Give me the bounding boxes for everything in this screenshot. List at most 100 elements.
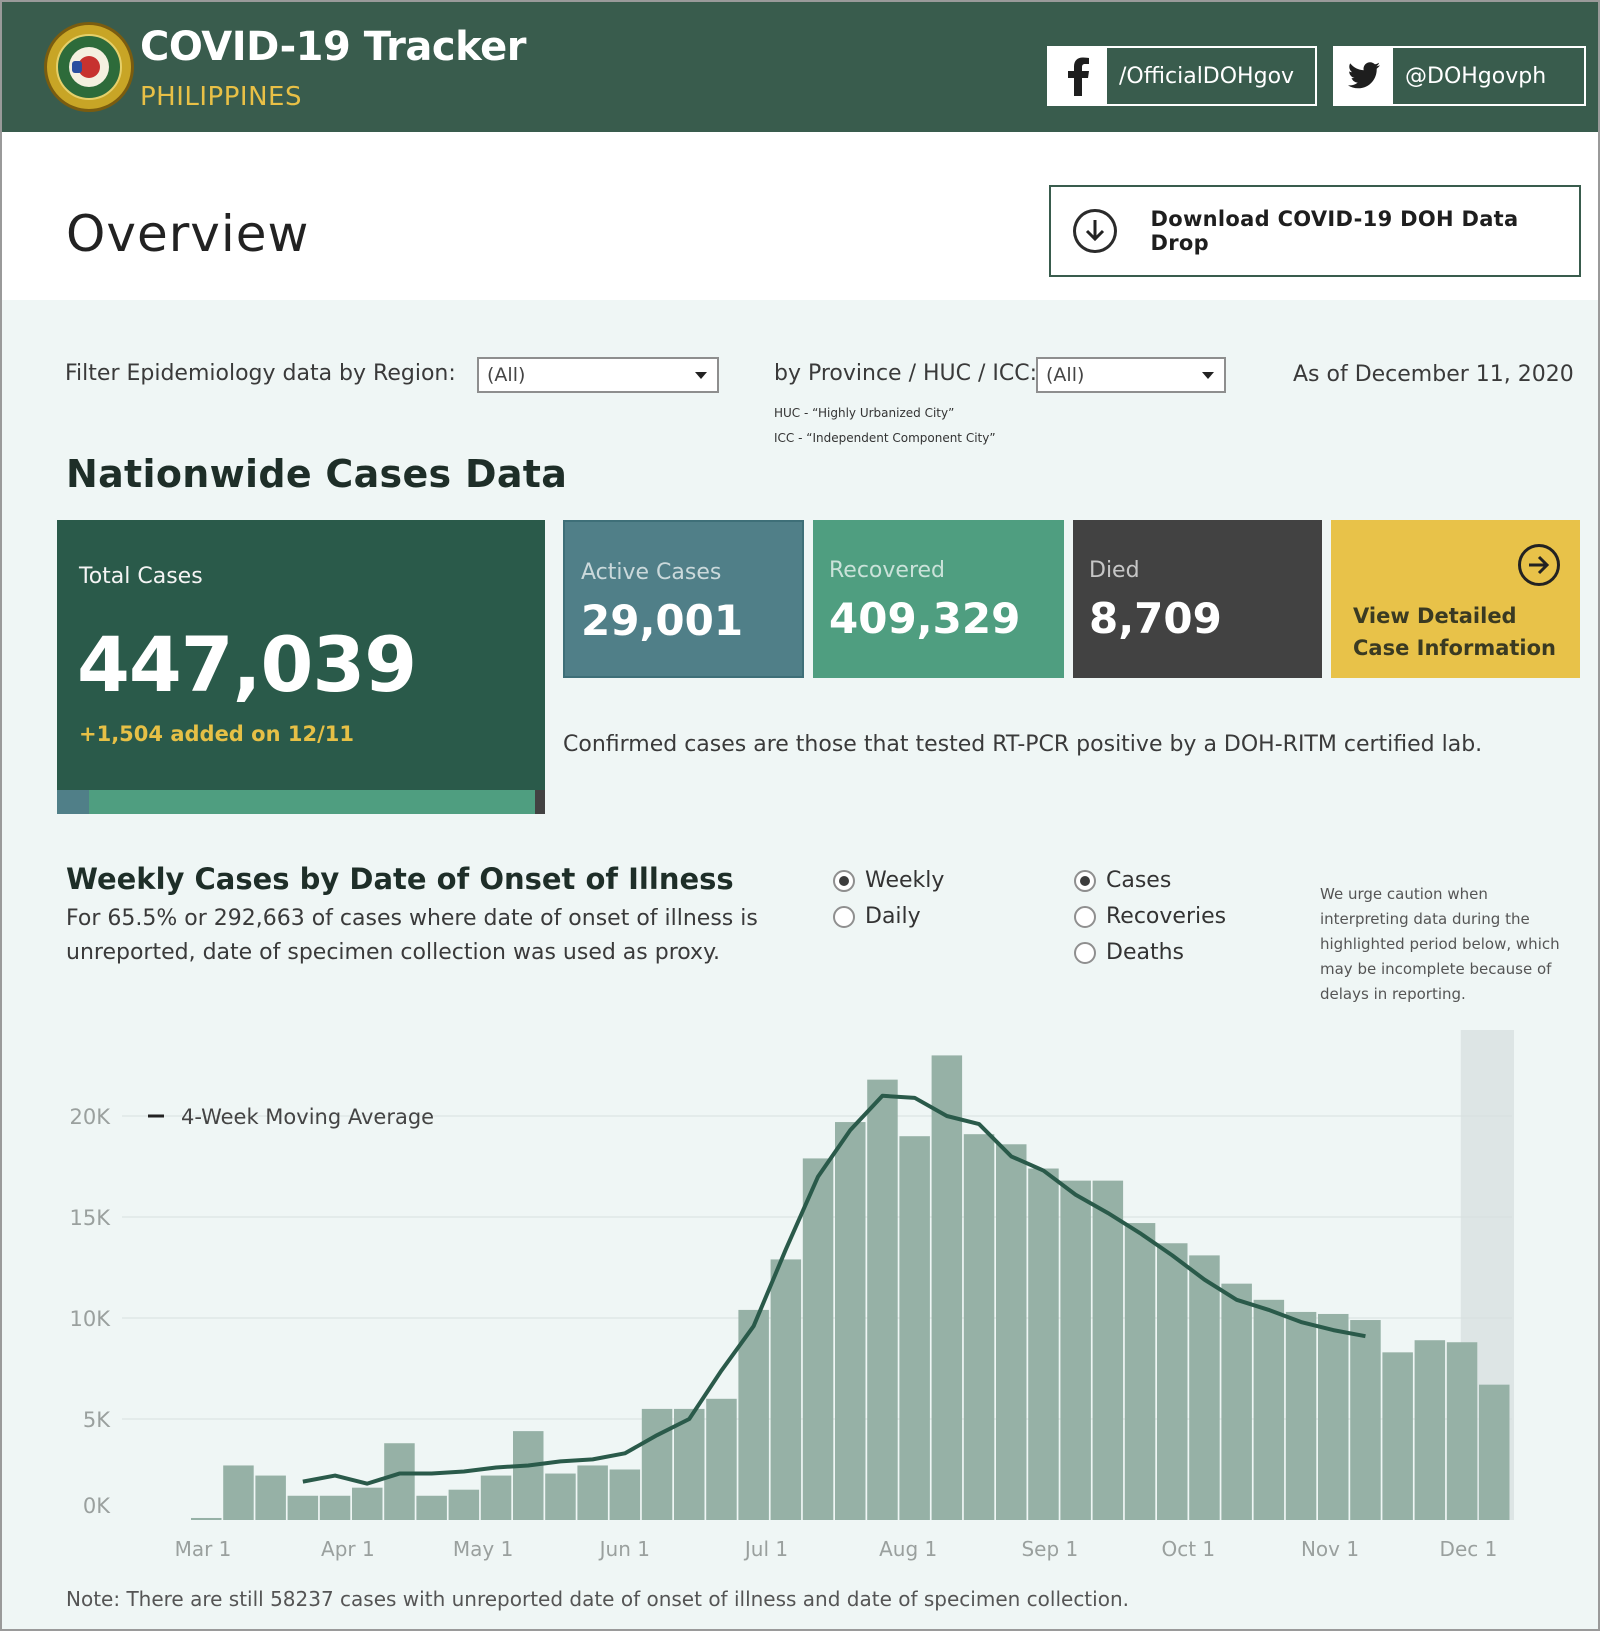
active-cases-value: 29,001 bbox=[581, 596, 744, 645]
weekly-bar[interactable] bbox=[352, 1487, 383, 1520]
weekly-bar[interactable] bbox=[1157, 1243, 1188, 1520]
weekly-bar[interactable] bbox=[867, 1079, 898, 1520]
y-tick-label: 15K bbox=[70, 1206, 112, 1230]
weekly-bar[interactable] bbox=[706, 1398, 737, 1520]
caution-line: highlighted period below, which bbox=[1320, 935, 1560, 953]
weekly-bar[interactable] bbox=[770, 1259, 802, 1520]
x-tick-label: Sep 1 bbox=[1021, 1537, 1078, 1561]
weekly-bar[interactable] bbox=[513, 1431, 544, 1520]
weekly-bar[interactable] bbox=[996, 1144, 1027, 1520]
weekly-chart-subtitle: For 65.5% or 292,663 of cases where date… bbox=[66, 902, 786, 970]
view-detailed-case-button[interactable]: View Detailed Case Information bbox=[1331, 520, 1580, 678]
weekly-bar[interactable] bbox=[319, 1495, 351, 1520]
weekly-bar[interactable] bbox=[738, 1309, 769, 1520]
weekly-bar[interactable] bbox=[1479, 1384, 1510, 1520]
case-composition-bar bbox=[57, 790, 545, 814]
weekly-bar[interactable] bbox=[609, 1469, 641, 1521]
cases-added-today: +1,504 added on 12/11 bbox=[79, 722, 354, 746]
chevron-down-icon bbox=[1202, 372, 1214, 379]
weekly-bar[interactable] bbox=[191, 1517, 222, 1520]
radio-cases[interactable]: Cases bbox=[1074, 868, 1171, 893]
facebook-link[interactable]: /OfficialDOHgov bbox=[1047, 46, 1317, 106]
page-title: Overview bbox=[66, 205, 310, 263]
weekly-bar[interactable] bbox=[545, 1473, 576, 1520]
region-select[interactable]: (All) bbox=[477, 357, 719, 393]
weekly-bar[interactable] bbox=[931, 1055, 963, 1520]
download-data-button[interactable]: Download COVID-19 DOH Data Drop bbox=[1049, 185, 1581, 277]
died-value: 8,709 bbox=[1089, 594, 1222, 643]
weekly-bar[interactable] bbox=[1092, 1180, 1124, 1520]
caution-note: We urge caution when interpreting data d… bbox=[1320, 882, 1582, 1007]
x-tick-label: Apr 1 bbox=[321, 1537, 375, 1561]
x-tick-label: Oct 1 bbox=[1161, 1537, 1215, 1561]
app-title: COVID-19 Tracker bbox=[140, 24, 526, 70]
detail-label-line1: View Detailed bbox=[1353, 604, 1517, 628]
province-select-value: (All) bbox=[1046, 364, 1085, 386]
twitter-icon bbox=[1335, 48, 1393, 104]
caution-line: We urge caution when bbox=[1320, 885, 1488, 903]
weekly-chart-heading: Weekly Cases by Date of Onset of Illness bbox=[66, 862, 734, 896]
weekly-bar[interactable] bbox=[963, 1134, 995, 1520]
legend-label: 4-Week Moving Average bbox=[181, 1105, 434, 1129]
radio-deaths[interactable]: Deaths bbox=[1074, 940, 1184, 965]
weekly-bar[interactable] bbox=[641, 1408, 673, 1520]
radio-dot bbox=[833, 905, 855, 928]
region-select-value: (All) bbox=[487, 364, 526, 386]
weekly-bar[interactable] bbox=[1318, 1313, 1349, 1520]
weekly-bar[interactable] bbox=[1285, 1311, 1317, 1520]
radio-dot bbox=[833, 869, 855, 892]
doh-seal-logo bbox=[44, 22, 134, 112]
download-icon bbox=[1073, 209, 1117, 253]
radio-daily[interactable]: Daily bbox=[833, 904, 921, 929]
y-tick-label: 0K bbox=[83, 1494, 111, 1518]
twitter-link[interactable]: @DOHgovph bbox=[1333, 46, 1586, 106]
weekly-bar[interactable] bbox=[480, 1475, 512, 1520]
weekly-bar[interactable] bbox=[674, 1408, 705, 1520]
radio-weekly[interactable]: Weekly bbox=[833, 868, 944, 893]
weekly-bar[interactable] bbox=[1382, 1352, 1413, 1520]
nationwide-heading: Nationwide Cases Data bbox=[66, 452, 568, 496]
detail-label-line2: Case Information bbox=[1353, 636, 1556, 660]
weekly-bar[interactable] bbox=[802, 1158, 834, 1520]
header-bar: COVID-19 Tracker PHILIPPINES /OfficialDO… bbox=[2, 2, 1598, 132]
radio-deaths-label: Deaths bbox=[1106, 940, 1184, 965]
active-cases-card: Active Cases 29,001 bbox=[563, 520, 804, 678]
subtitle-line2: unreported, date of specimen collection … bbox=[66, 940, 720, 965]
weekly-bar[interactable] bbox=[287, 1495, 319, 1520]
weekly-bar[interactable] bbox=[1221, 1283, 1252, 1520]
weekly-bar[interactable] bbox=[899, 1136, 930, 1520]
x-tick-label: Mar 1 bbox=[175, 1537, 232, 1561]
weekly-bar[interactable] bbox=[1414, 1340, 1446, 1520]
weekly-bar[interactable] bbox=[1350, 1320, 1381, 1520]
weekly-bar[interactable] bbox=[1253, 1299, 1285, 1520]
weekly-bar[interactable] bbox=[1060, 1180, 1091, 1520]
weekly-bar[interactable] bbox=[1189, 1255, 1220, 1520]
confirmed-note: Confirmed cases are those that tested RT… bbox=[563, 732, 1483, 757]
radio-dot bbox=[1074, 905, 1096, 928]
x-tick-label: Dec 1 bbox=[1440, 1537, 1498, 1561]
radio-recoveries-label: Recoveries bbox=[1106, 904, 1227, 929]
active-cases-label: Active Cases bbox=[581, 560, 722, 585]
weekly-bar[interactable] bbox=[1124, 1223, 1156, 1520]
caution-line: interpreting data during the bbox=[1320, 910, 1530, 928]
subtitle-line1: For 65.5% or 292,663 of cases where date… bbox=[66, 906, 758, 931]
weekly-bar[interactable] bbox=[416, 1495, 447, 1520]
weekly-bar[interactable] bbox=[1028, 1168, 1059, 1520]
composition-segment-recovered bbox=[88, 790, 536, 814]
y-tick-label: 10K bbox=[70, 1307, 112, 1331]
weekly-bar[interactable] bbox=[577, 1465, 608, 1520]
weekly-bar[interactable] bbox=[384, 1443, 415, 1520]
weekly-bar[interactable] bbox=[255, 1475, 286, 1520]
radio-dot bbox=[1074, 941, 1096, 964]
weekly-bar[interactable] bbox=[835, 1122, 866, 1520]
caution-line: may be incomplete because of bbox=[1320, 960, 1552, 978]
weekly-bar[interactable] bbox=[448, 1489, 480, 1520]
weekly-bar[interactable] bbox=[1446, 1342, 1478, 1520]
radio-recoveries[interactable]: Recoveries bbox=[1074, 904, 1226, 929]
province-select[interactable]: (All) bbox=[1036, 357, 1226, 393]
radio-dot bbox=[1074, 869, 1096, 892]
x-tick-label: May 1 bbox=[453, 1537, 513, 1561]
died-label: Died bbox=[1089, 558, 1140, 583]
weekly-bar[interactable] bbox=[223, 1465, 254, 1520]
